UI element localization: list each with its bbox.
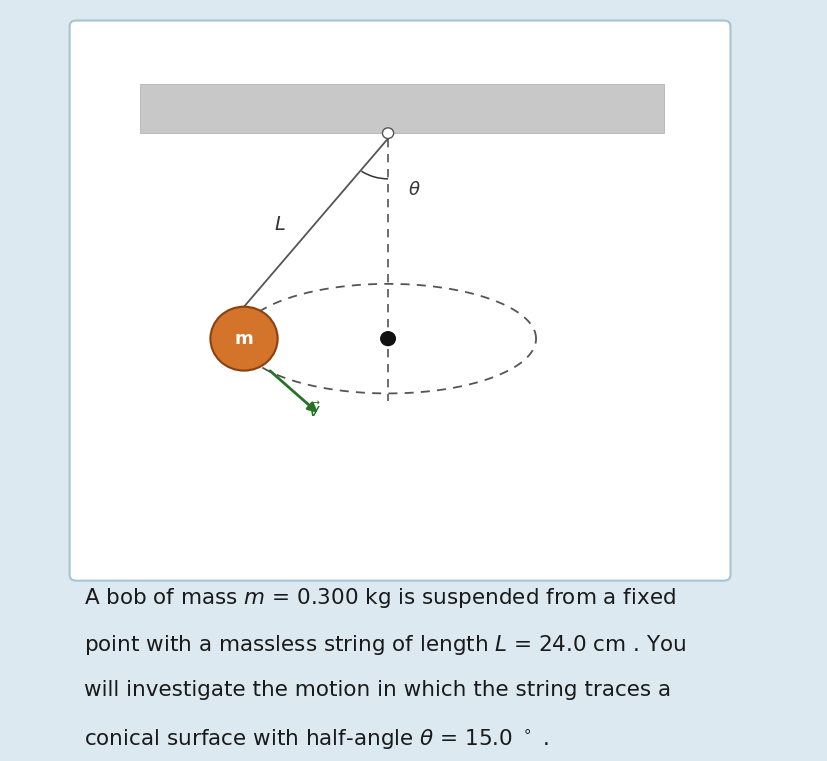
Text: conical surface with half-angle $\theta$ = 15.0 $^\circ$ .: conical surface with half-angle $\theta$… — [84, 728, 548, 752]
Text: point with a massless string of length $L$ = 24.0 $\mathrm{cm}$ . You: point with a massless string of length $… — [84, 633, 686, 658]
Text: L: L — [275, 215, 285, 234]
FancyBboxPatch shape — [69, 21, 729, 581]
Bar — [140, 84, 663, 133]
Text: m: m — [234, 330, 253, 348]
Text: $\vec{v}$: $\vec{v}$ — [307, 401, 320, 421]
Circle shape — [210, 307, 277, 371]
Text: will investigate the motion in which the string traces a: will investigate the motion in which the… — [84, 680, 671, 700]
Circle shape — [380, 331, 395, 346]
Text: θ: θ — [409, 181, 419, 199]
Circle shape — [382, 128, 393, 139]
Text: A bob of mass $m$ = 0.300 $\mathrm{kg}$ is suspended from a fixed: A bob of mass $m$ = 0.300 $\mathrm{kg}$ … — [84, 586, 675, 610]
